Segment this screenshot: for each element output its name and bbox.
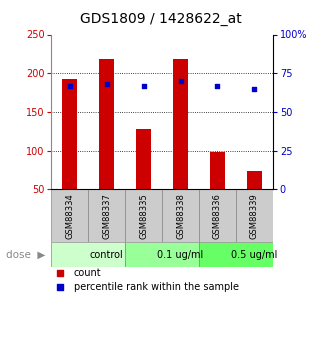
Text: GSM88334: GSM88334 — [65, 193, 74, 239]
Point — [178, 78, 183, 84]
Point — [104, 81, 109, 87]
Point — [58, 270, 63, 275]
Bar — [125, 189, 162, 243]
Bar — [88, 189, 125, 243]
Point — [58, 285, 63, 290]
Text: 0.5 ug/ml: 0.5 ug/ml — [231, 249, 278, 259]
Text: GDS1809 / 1428622_at: GDS1809 / 1428622_at — [80, 12, 241, 26]
Bar — [136, 129, 151, 189]
Bar — [199, 243, 273, 267]
Text: GSM88339: GSM88339 — [250, 193, 259, 239]
Point — [67, 83, 72, 88]
Text: GSM88336: GSM88336 — [213, 193, 222, 239]
Point — [215, 83, 220, 88]
Bar — [199, 189, 236, 243]
Text: dose  ▶: dose ▶ — [5, 249, 45, 259]
Text: 0.1 ug/ml: 0.1 ug/ml — [157, 249, 204, 259]
Text: GSM88338: GSM88338 — [176, 193, 185, 239]
Bar — [62, 79, 77, 189]
Text: GSM88337: GSM88337 — [102, 193, 111, 239]
Bar — [99, 59, 114, 189]
Point — [141, 83, 146, 88]
Bar — [162, 189, 199, 243]
Bar — [125, 243, 199, 267]
Bar — [236, 189, 273, 243]
Text: GSM88335: GSM88335 — [139, 193, 148, 239]
Bar — [51, 243, 125, 267]
Text: control: control — [90, 249, 124, 259]
Text: count: count — [74, 267, 101, 277]
Text: percentile rank within the sample: percentile rank within the sample — [74, 283, 239, 293]
Point — [252, 86, 257, 91]
Bar — [173, 59, 188, 189]
Bar — [51, 189, 88, 243]
Bar — [210, 152, 225, 189]
Bar — [247, 171, 262, 189]
